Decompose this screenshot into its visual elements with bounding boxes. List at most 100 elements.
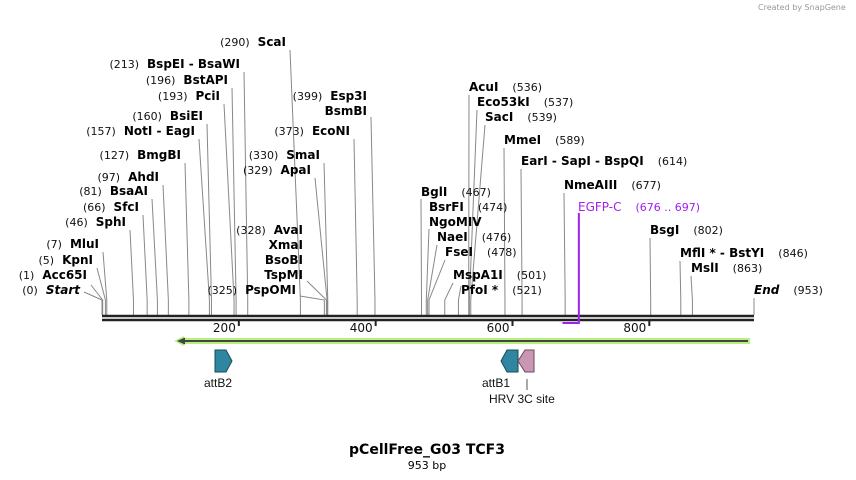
enzyme-site[interactable]: (160) BsiEI	[132, 109, 212, 315]
enzyme-position: (1)	[19, 269, 35, 282]
enzyme-site[interactable]: BsrFI (474)	[429, 200, 507, 214]
hrv-3c-feature[interactable]	[517, 349, 535, 373]
enzyme-site[interactable]: BsoBI	[265, 253, 303, 267]
enzyme-site[interactable]: (7) MluI	[46, 237, 108, 315]
enzyme-label[interactable]: (1) Acc65I	[19, 268, 87, 282]
enzyme-site[interactable]: MflI * - BstYI (846)	[679, 246, 808, 315]
enzyme-label[interactable]: AcuI (536)	[469, 80, 542, 94]
primer-binding-mark[interactable]	[562, 213, 580, 324]
enzyme-site[interactable]: (81) BsaAI	[79, 184, 158, 315]
enzyme-label[interactable]: NaeI (476)	[437, 230, 511, 244]
enzyme-site[interactable]: (46) SphI	[65, 215, 134, 315]
enzyme-label[interactable]: XmaI	[269, 238, 303, 252]
enzyme-site[interactable]: PfoI * (521)	[457, 283, 542, 315]
enzyme-label[interactable]: BsgI (802)	[650, 223, 723, 237]
enzyme-site[interactable]: End (953)	[753, 283, 823, 315]
enzyme-site[interactable]: (0) Start	[22, 283, 103, 315]
enzyme-label[interactable]: MspA1I (501)	[453, 268, 546, 282]
enzyme-name: XmaI	[269, 238, 303, 252]
enzyme-label[interactable]: BsrFI (474)	[429, 200, 507, 214]
cut-site-line	[299, 295, 325, 315]
orf-arrow[interactable]	[174, 336, 750, 346]
enzyme-label[interactable]: (325) PspOMI	[207, 283, 296, 297]
enzyme-site[interactable]: (157) NotI - EagI	[86, 124, 210, 315]
enzyme-label[interactable]: (328) AvaI	[236, 223, 303, 237]
primer-label[interactable]: EGFP-C (676 .. 697)	[578, 200, 700, 214]
enzyme-label[interactable]: MflI * - BstYI (846)	[680, 246, 808, 260]
attB1-feature[interactable]	[500, 349, 519, 373]
enzyme-site[interactable]: (325) PspOMI	[207, 283, 325, 315]
enzyme-name: ApaI	[281, 163, 311, 177]
enzyme-label[interactable]: BsmBI	[325, 104, 367, 118]
enzyme-site[interactable]: NmeAIII (677)	[563, 178, 661, 315]
cut-site-line	[420, 198, 423, 315]
enzyme-site[interactable]: (97) AhdI	[98, 170, 169, 315]
enzyme-label[interactable]: (193) PciI	[158, 89, 220, 103]
enzyme-label[interactable]: (290) ScaI	[220, 35, 286, 49]
enzyme-label[interactable]: (0) Start	[22, 283, 81, 297]
enzyme-label[interactable]: (160) BsiEI	[132, 109, 203, 123]
cut-site-line	[96, 267, 106, 315]
enzyme-site[interactable]: (329) ApaI	[243, 163, 328, 315]
enzyme-label[interactable]: (196) BstAPI	[146, 73, 228, 87]
enzyme-label[interactable]: NgoMIV	[429, 215, 482, 229]
enzyme-label[interactable]: (157) NotI - EagI	[86, 124, 195, 138]
enzyme-label[interactable]: BsoBI	[265, 253, 303, 267]
enzyme-site[interactable]: (213) BspEI - BsaWI	[109, 57, 249, 315]
enzyme-label[interactable]: End (953)	[754, 283, 823, 297]
enzyme-site[interactable]: (196) BstAPI	[146, 73, 237, 315]
attB2-feature[interactable]	[214, 349, 233, 373]
enzyme-site[interactable]: (193) PciI	[158, 89, 235, 315]
enzyme-site[interactable]: Eco53kI (537)	[468, 95, 573, 315]
cut-site-line	[428, 259, 446, 315]
enzyme-label[interactable]: (7) MluI	[46, 237, 99, 251]
enzyme-label[interactable]: MmeI (589)	[504, 133, 585, 147]
enzyme-site[interactable]: NaeI (476)	[427, 230, 512, 315]
enzyme-site[interactable]: XmaI	[269, 238, 303, 252]
enzyme-label[interactable]: (329) ApaI	[243, 163, 311, 177]
enzyme-site[interactable]: MslI (863)	[690, 261, 762, 315]
enzyme-site[interactable]: (373) EcoNI	[274, 124, 358, 315]
enzyme-label[interactable]: (46) SphI	[65, 215, 126, 229]
enzyme-label[interactable]: (213) BspEI - BsaWI	[109, 57, 240, 71]
enzyme-label[interactable]: (399) Esp3I	[293, 89, 367, 103]
enzyme-site[interactable]: (290) ScaI	[220, 35, 301, 315]
enzyme-site[interactable]: EarI - SapI - BspQI (614)	[520, 154, 687, 315]
enzyme-label[interactable]: NmeAIII (677)	[564, 178, 661, 192]
enzyme-site[interactable]: AcuI (536)	[468, 80, 542, 315]
enzyme-label[interactable]: EarI - SapI - BspQI (614)	[521, 154, 687, 168]
enzyme-label[interactable]: Eco53kI (537)	[477, 95, 573, 109]
enzyme-site[interactable]: (66) SfcI	[83, 200, 148, 315]
enzyme-site[interactable]: BsmBI	[325, 104, 376, 315]
cut-site-line	[129, 229, 134, 315]
enzyme-site[interactable]: BsgI (802)	[649, 223, 723, 315]
enzyme-label[interactable]: MslI (863)	[691, 261, 762, 275]
enzyme-site[interactable]: (5) KpnI	[39, 253, 106, 315]
enzyme-label[interactable]: (81) BsaAI	[79, 184, 148, 198]
enzyme-label[interactable]: (127) BmgBI	[100, 148, 181, 162]
enzyme-site[interactable]: (328) AvaI	[236, 223, 303, 237]
enzyme-site[interactable]: (330) SmaI	[249, 148, 329, 315]
enzyme-site[interactable]: TspMI	[264, 268, 327, 315]
enzyme-label[interactable]: (330) SmaI	[249, 148, 320, 162]
enzyme-site[interactable]: FseI (478)	[428, 245, 517, 315]
enzyme-site[interactable]: SacI (539)	[470, 110, 557, 315]
enzyme-label[interactable]: PfoI * (521)	[461, 283, 542, 297]
enzyme-label[interactable]: (373) EcoNI	[274, 124, 350, 138]
enzyme-site[interactable]: (127) BmgBI	[100, 148, 190, 315]
enzyme-site[interactable]: BglI (467)	[420, 185, 491, 315]
enzyme-label[interactable]: (66) SfcI	[83, 200, 139, 214]
enzyme-label[interactable]: BglI (467)	[421, 185, 491, 199]
enzyme-site[interactable]: (399) Esp3I	[293, 89, 367, 103]
enzyme-site[interactable]: MmeI (589)	[503, 133, 585, 315]
enzyme-label[interactable]: FseI (478)	[445, 245, 517, 259]
enzyme-label[interactable]: SacI (539)	[485, 110, 557, 124]
enzyme-site[interactable]: MspA1I (501)	[444, 268, 547, 315]
enzyme-label[interactable]: (5) KpnI	[39, 253, 94, 267]
enzyme-label[interactable]: TspMI	[264, 268, 303, 282]
enzyme-label[interactable]: (97) AhdI	[98, 170, 159, 184]
enzyme-site[interactable]: NgoMIV	[425, 215, 482, 315]
enzyme-site[interactable]: (1) Acc65I	[19, 268, 104, 315]
enzyme-name: PfoI *	[461, 283, 499, 297]
enzyme-position: (193)	[158, 90, 188, 103]
